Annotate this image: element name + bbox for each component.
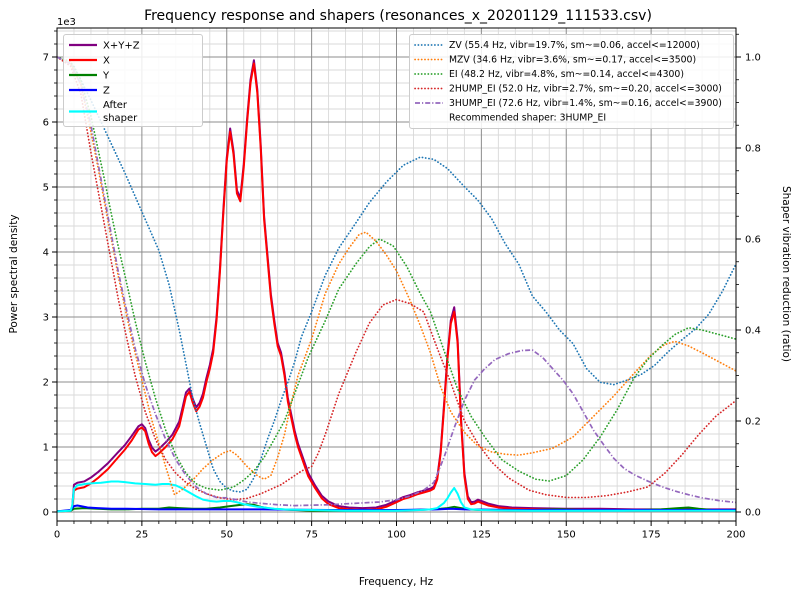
- legend-label-y: Y: [102, 71, 110, 82]
- legend-shapers-box: [409, 34, 734, 129]
- y-right-tick-label: 0.4: [745, 326, 761, 337]
- legend-psd-box: [63, 34, 203, 127]
- plot-curves: [56, 56, 737, 513]
- legend-psd: X+Y+Z X Y Z After shaper: [63, 34, 203, 127]
- legend-label-x: X: [103, 56, 110, 67]
- legend-label-2hump-ei: 2HUMP_EI (52.0 Hz, vibr=2.7%, sm~=0.20, …: [449, 84, 722, 95]
- y-left-offset-label: 1e3: [57, 17, 76, 28]
- y-left-tick-label: 1: [43, 443, 49, 454]
- legend-label-after: After: [103, 100, 128, 111]
- series-shaper_mzv: [56, 56, 737, 496]
- legend-label-xyz: X+Y+Z: [103, 41, 140, 52]
- y-left-axis-label: Power spectral density: [8, 214, 20, 333]
- legend-label-shaper: shaper: [103, 113, 138, 124]
- series-shaper_3hump_ei: [56, 56, 737, 507]
- series-shaper_ei: [56, 56, 737, 492]
- series-after_shaper: [56, 480, 737, 513]
- x-tick-label: 25: [136, 530, 149, 541]
- x-tick-label: 0: [54, 530, 60, 541]
- legend-label-ei: EI (48.2 Hz, vibr=4.8%, sm~=0.14, accel<…: [449, 69, 684, 80]
- x-tick-label: 175: [642, 530, 661, 541]
- x-tick-label: 200: [726, 530, 745, 541]
- y-right-tick-label: 1.0: [745, 53, 761, 64]
- x-tick-label: 150: [557, 530, 576, 541]
- legend-recommended-shaper-note: Recommended shaper: 3HUMP_EI: [449, 113, 606, 124]
- y-left-tick-label: 2: [43, 378, 49, 389]
- legend-label-mzv: MZV (34.6 Hz, vibr=3.6%, sm~=0.17, accel…: [449, 55, 696, 66]
- chart-title: Frequency response and shapers (resonanc…: [144, 8, 652, 24]
- x-axis-label: Frequency, Hz: [359, 576, 434, 588]
- y-left-tick-label: 7: [43, 53, 49, 64]
- legend-label-z: Z: [103, 86, 110, 97]
- y-right-tick-label: 0.2: [745, 417, 761, 428]
- y-left-tick-label: 5: [43, 183, 49, 194]
- series-x: [56, 62, 737, 513]
- y-left-tick-label: 0: [43, 508, 49, 519]
- legend-shapers: ZV (55.4 Hz, vibr=19.7%, sm~=0.06, accel…: [409, 34, 734, 129]
- series-shaper_zv: [56, 56, 737, 493]
- x-tick-label: 125: [472, 530, 491, 541]
- axis-tick-labels: 0 25 50 75 100 125 150 175 200 0 1 2 3 4 5 6 7 0.0 0.2 0.4 0…: [43, 53, 761, 541]
- y-left-tick-label: 3: [43, 313, 49, 324]
- legend-label-zv: ZV (55.4 Hz, vibr=19.7%, sm~=0.06, accel…: [449, 40, 700, 51]
- y-right-axis-label: Shaper vibration reduction (ratio): [780, 186, 792, 362]
- y-right-tick-label: 0.8: [745, 144, 761, 155]
- x-tick-label: 50: [220, 530, 233, 541]
- y-left-tick-label: 4: [43, 248, 49, 259]
- y-right-tick-label: 0.6: [745, 235, 761, 246]
- series-shaper_2hump_ei: [56, 56, 737, 501]
- x-tick-label: 100: [387, 530, 406, 541]
- y-left-tick-label: 6: [43, 118, 49, 129]
- y-right-tick-label: 0.0: [745, 508, 761, 519]
- legend-label-3hump-ei: 3HUMP_EI (72.6 Hz, vibr=1.4%, sm~=0.16, …: [449, 98, 722, 109]
- axis-ticks: [52, 30, 741, 526]
- x-tick-label: 75: [305, 530, 318, 541]
